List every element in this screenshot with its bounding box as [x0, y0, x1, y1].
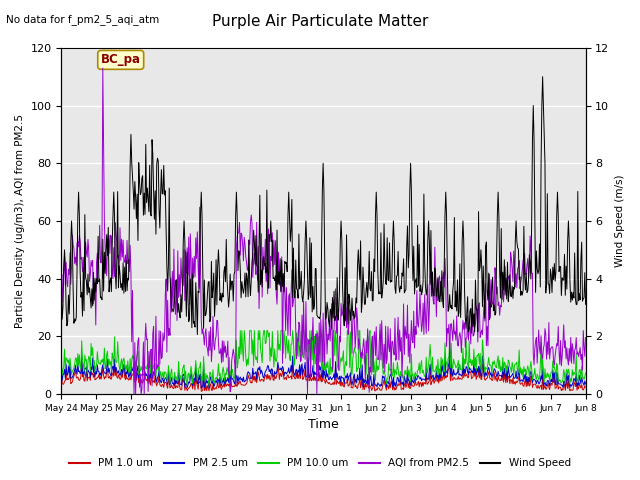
Y-axis label: Wind Speed (m/s): Wind Speed (m/s) [615, 175, 625, 267]
Legend: PM 1.0 um, PM 2.5 um, PM 10.0 um, AQI from PM2.5, Wind Speed: PM 1.0 um, PM 2.5 um, PM 10.0 um, AQI fr… [65, 454, 575, 472]
Text: No data for f_pm2_5_aqi_atm: No data for f_pm2_5_aqi_atm [6, 14, 159, 25]
Text: BC_pa: BC_pa [100, 53, 141, 66]
X-axis label: Time: Time [308, 419, 339, 432]
Y-axis label: Particle Density (ug/m3), AQI from PM2.5: Particle Density (ug/m3), AQI from PM2.5 [15, 114, 25, 328]
Text: Purple Air Particulate Matter: Purple Air Particulate Matter [212, 14, 428, 29]
